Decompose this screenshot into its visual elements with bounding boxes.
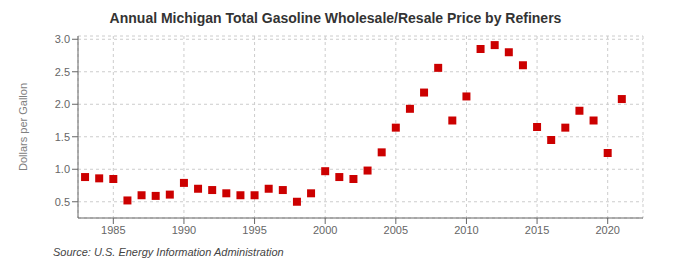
svg-text:Dollars per Gallon: Dollars per Gallon	[17, 83, 29, 171]
html-text:Annual Michigan Total Gasoline: Annual Michigan Total Gasoline Wholesale…	[109, 10, 562, 26]
svg-text:2015: 2015	[525, 224, 549, 236]
svg-text:2010: 2010	[454, 224, 478, 236]
svg-text:2000: 2000	[313, 224, 337, 236]
html-text:Source: U.S. Energy Informatio: Source: U.S. Energy Information Administ…	[53, 246, 284, 258]
svg-text:1.5: 1.5	[55, 131, 70, 143]
svg-text:3.0: 3.0	[55, 33, 70, 45]
svg-text:1995: 1995	[242, 224, 266, 236]
svg-text:2.5: 2.5	[55, 66, 70, 78]
svg-text:2020: 2020	[595, 224, 619, 236]
svg-text:2.0: 2.0	[55, 98, 70, 110]
svg-text:1.0: 1.0	[55, 163, 70, 175]
svg-text:2005: 2005	[384, 224, 408, 236]
svg-text:1990: 1990	[172, 224, 196, 236]
svg-text:0.5: 0.5	[55, 196, 70, 208]
svg-text:1985: 1985	[101, 224, 125, 236]
